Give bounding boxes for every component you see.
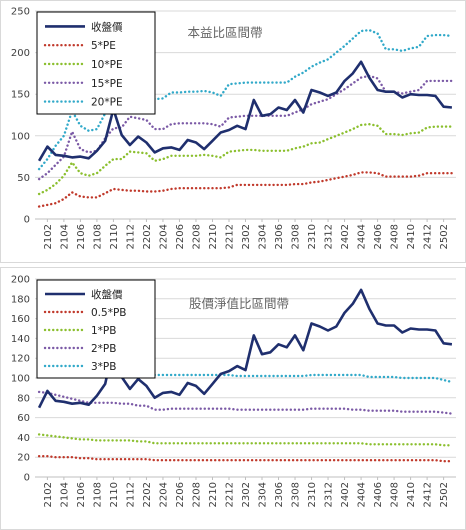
pb-series-line-3 [37, 390, 454, 415]
pb-band-chart: 0 20 40 60 80 100 120 140 160 180 200 2102 2104 2106 2… [11, 275, 456, 507]
pe-y-tick-label: 0 [24, 215, 30, 226]
pb-x-tick-label: 2108 [92, 482, 103, 507]
pb-y-tick-label: 20 [17, 453, 30, 464]
pe-x-tick-label: 2404 [357, 224, 368, 249]
pb-series-line-2 [37, 433, 454, 447]
pe-x-tick-label: 2106 [76, 224, 87, 249]
pe-x-tick-label: 2210 [208, 224, 219, 249]
pb-x-tick-label: 2302 [241, 482, 252, 507]
pb-legend-label-2: 1*PB [91, 325, 116, 337]
pe-x-tick-label: 2410 [406, 224, 417, 249]
pe-x-tick-label: 2204 [158, 224, 169, 249]
pb-x-tick-label: 2106 [76, 482, 87, 507]
pb-x-tick-label: 2206 [175, 482, 186, 507]
pb-x-tick-label: 2310 [307, 482, 318, 507]
pe-legend-label-1: 5*PE [91, 40, 116, 52]
pb-x-tick-label: 2112 [125, 482, 136, 507]
pe-x-tick-label: 2408 [390, 224, 401, 249]
pb-y-tick-label: 120 [11, 354, 30, 365]
pe-x-tick-label: 2502 [439, 224, 450, 249]
pb-y-tick-label: 80 [17, 393, 30, 404]
pb-series-line-1 [37, 454, 454, 463]
pb-band-chart-panel: 0 20 40 60 80 100 120 140 160 180 200 2102 2104 2106 2… [0, 267, 466, 530]
pb-x-tick-label: 2308 [291, 482, 302, 507]
pe-x-tick-label: 2406 [373, 224, 384, 249]
pb-y-tick-label: 0 [24, 473, 30, 484]
pe-x-tick-label: 2108 [92, 224, 103, 249]
pe-x-tick-label: 2202 [142, 224, 153, 249]
pb-y-tick-label: 100 [11, 374, 30, 385]
pe-x-tick-label: 2212 [224, 224, 235, 249]
pe-x-tick-label: 2302 [241, 224, 252, 249]
pe-x-tick-label: 2112 [125, 224, 136, 249]
pe-legend-label-0: 收盤價 [91, 20, 123, 33]
pe-band-chart-panel: 0 50 100 150 200 250 2102 2104 2106 2108 2110 2112 2… [0, 0, 466, 263]
pb-x-tick-label: 2312 [324, 482, 335, 507]
pe-x-tick-label: 2306 [274, 224, 285, 249]
pe-x-tick-label: 2310 [307, 224, 318, 249]
pe-legend: 收盤價 5*PE 10*PE 15*PE 20*PE [36, 11, 156, 115]
pb-x-tick-label: 2410 [406, 482, 417, 507]
pe-legend-label-4: 20*PE [91, 97, 123, 109]
pb-x-tick-label: 2304 [258, 482, 269, 507]
pb-x-tick-label: 2306 [274, 482, 285, 507]
pe-y-tick-label: 100 [11, 131, 30, 142]
pe-y-tick-label: 250 [11, 7, 30, 18]
pb-x-tick-label: 2404 [357, 482, 368, 507]
pb-x-tick-label: 2412 [423, 482, 434, 507]
pe-band-chart: 0 50 100 150 200 250 2102 2104 2106 2108 2110 2112 2… [11, 7, 456, 249]
pe-series-line-2 [37, 122, 454, 196]
pe-legend-label-3: 15*PE [91, 78, 123, 90]
pb-legend-label-3: 2*PB [91, 343, 116, 355]
pe-x-tick-label: 2206 [175, 224, 186, 249]
pb-y-tick-label: 40 [17, 433, 30, 444]
pb-legend-label-0: 收盤價 [91, 288, 123, 301]
pe-x-tick-label: 2402 [340, 224, 351, 249]
pb-x-tick-label: 2204 [158, 482, 169, 507]
pe-y-tick-label: 150 [11, 90, 30, 101]
pb-chart-title: 股價淨值比區間帶 [189, 296, 289, 311]
pb-y-tick-label: 140 [11, 334, 30, 345]
pb-y-tick-label: 180 [11, 294, 30, 305]
pe-series-line-1 [37, 171, 454, 208]
pb-y-tick-label: 60 [17, 413, 30, 424]
pb-x-tick-label: 2102 [43, 482, 54, 507]
pe-x-tick-label: 2102 [43, 224, 54, 249]
pb-x-tick-label: 2402 [340, 482, 351, 507]
pb-x-tick-label: 2110 [109, 482, 120, 507]
pe-series-line-0 [37, 60, 453, 162]
pe-x-tick-label: 2304 [258, 224, 269, 249]
pb-x-tick-label: 2210 [208, 482, 219, 507]
pb-legend-label-1: 0.5*PB [91, 307, 126, 319]
pb-x-tick-label: 2408 [390, 482, 401, 507]
pb-x-tick-label: 2406 [373, 482, 384, 507]
pe-x-tick-label: 2104 [59, 224, 70, 249]
pb-x-tick-label: 2208 [191, 482, 202, 507]
pe-y-tick-label: 200 [11, 48, 30, 59]
pe-legend-label-2: 10*PE [91, 59, 123, 71]
pb-x-tick-label: 2202 [142, 482, 153, 507]
pb-x-tick-label: 2212 [224, 482, 235, 507]
pb-legend-label-4: 3*PB [91, 361, 116, 373]
pb-y-tick-label: 160 [11, 314, 30, 325]
pb-x-tick-label: 2502 [439, 482, 450, 507]
pe-x-tick-label: 2110 [109, 224, 120, 249]
pe-x-tick-label: 2312 [324, 224, 335, 249]
pe-x-tick-label: 2412 [423, 224, 434, 249]
pb-y-tick-label: 200 [11, 275, 30, 286]
pe-chart-title: 本益比區間帶 [187, 25, 262, 40]
pe-x-tick-label: 2208 [191, 224, 202, 249]
pb-x-tick-label: 2104 [59, 482, 70, 507]
pb-legend: 收盤價 0.5*PB 1*PB 2*PB 3*PB [36, 279, 156, 379]
pe-x-tick-label: 2308 [291, 224, 302, 249]
pe-y-tick-label: 50 [17, 173, 30, 184]
